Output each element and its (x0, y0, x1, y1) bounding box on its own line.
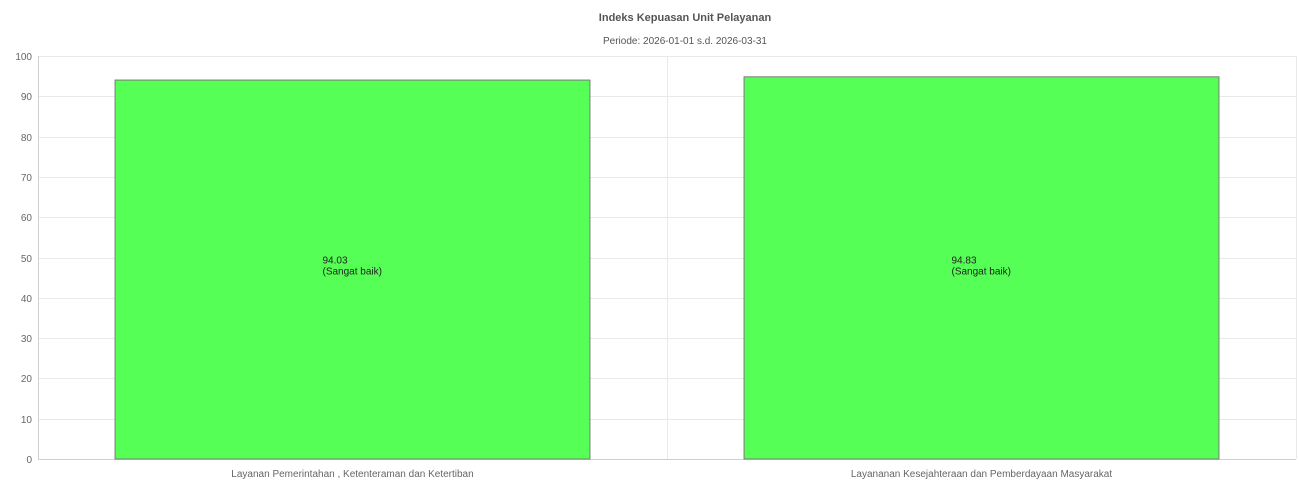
y-tick-label: 70 (21, 173, 33, 184)
y-tick-label: 60 (21, 213, 33, 224)
labels-layer: 94.03(Sangat baik)Layanan Pemerintahan ,… (231, 256, 1112, 481)
bar-value-label: 94.03 (323, 256, 348, 267)
bar-value-label: (Sangat baik) (952, 267, 1011, 278)
y-tick-label: 50 (21, 254, 33, 265)
bar-value-label: (Sangat baik) (323, 267, 382, 278)
bars-layer (114, 76, 1220, 460)
y-tick-label: 10 (21, 415, 33, 426)
y-tick-label: 30 (21, 334, 33, 345)
y-tick-label: 90 (21, 92, 33, 103)
bar[interactable] (743, 76, 1220, 460)
y-tick-label: 100 (15, 52, 32, 63)
y-tick-label: 80 (21, 133, 33, 144)
x-category-label: Layananan Kesejahteraan dan Pemberdayaan… (851, 469, 1113, 480)
x-category-label: Layanan Pemerintahan , Ketenteraman dan … (231, 469, 473, 480)
chart-title: Indeks Kepuasan Unit Pelayanan (599, 12, 772, 24)
y-tick-label: 20 (21, 374, 33, 385)
bar-value-label: 94.83 (952, 256, 977, 267)
y-tick-label: 40 (21, 294, 33, 305)
y-tick-label: 0 (26, 455, 32, 466)
bar[interactable] (114, 79, 591, 460)
chart-subtitle: Periode: 2026-01-01 s.d. 2026-03-31 (603, 36, 767, 47)
